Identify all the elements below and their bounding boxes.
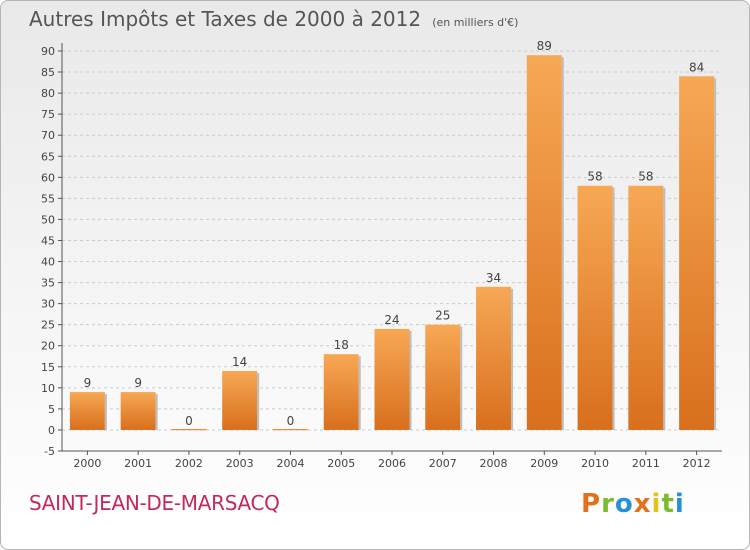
bar-2003 [222,371,258,430]
y-tick-label: 60 [41,171,55,184]
y-tick-label: 5 [48,403,55,416]
bar-shadow [612,187,615,430]
y-tick-label: 75 [41,108,55,121]
bar-2006 [374,328,410,430]
y-tick-label: 65 [41,150,55,163]
y-tick-label: 90 [41,45,55,58]
y-tick-label: 30 [41,298,55,311]
y-tick-label: 70 [41,129,55,142]
bar-shadow [663,187,666,430]
chart-header: Autres Impôts et Taxes de 2000 à 2012 (e… [29,7,518,31]
brand-letter: P [581,489,602,519]
y-tick-label: 20 [41,340,55,353]
x-tick-label-2002: 2002 [175,457,203,470]
bar-2005 [323,354,359,430]
brand-logo: Proxiti [581,489,685,519]
bar-2008 [476,286,512,430]
data-label-2006: 24 [384,313,399,327]
bar-shadow [409,330,412,430]
data-label-2004: 0 [287,414,295,428]
y-tick-label: 50 [41,213,55,226]
x-tick-label-2010: 2010 [581,457,609,470]
x-tick-label-2009: 2009 [530,457,558,470]
y-tick-label: 0 [48,424,55,437]
bar-2000 [69,392,105,430]
bar-2004 [272,428,308,431]
y-tick-label: 15 [41,361,55,374]
brand-letter: r [601,489,615,519]
y-tick-label: 40 [41,256,55,269]
bar-shadow [104,394,107,430]
data-label-2012: 84 [689,60,704,74]
x-tick-label-2008: 2008 [480,457,508,470]
commune-name: SAINT-JEAN-DE-MARSACQ [29,491,280,515]
y-axis-ticks: -5 0 5 10 15 20 25 30 35 40 45 50 55 60 65 70 75 80 85 90 [41,45,62,458]
brand-letter: x [633,489,652,519]
y-tick-label: -5 [44,445,55,458]
data-label-2002: 0 [185,414,193,428]
brand-letter: t [661,489,675,519]
x-tick-label-2001: 2001 [124,457,152,470]
bar-2009 [526,55,562,430]
y-tick-label: 25 [41,319,55,332]
bar-shadow [358,356,361,430]
data-label-2009: 89 [537,39,552,53]
y-tick-label: 85 [41,66,55,79]
data-label-2003: 14 [232,355,247,369]
data-label-2000: 9 [84,376,92,390]
bar-2011 [628,185,664,430]
x-tick-label-2012: 2012 [683,457,711,470]
brand-letter: i [651,489,662,519]
y-tick-label: 45 [41,234,55,247]
x-tick-label-2003: 2003 [226,457,254,470]
x-tick-label-2006: 2006 [378,457,406,470]
x-tick-label-2000: 2000 [73,457,101,470]
bar-2010 [577,185,613,430]
y-tick-label: 80 [41,87,55,100]
bars [69,55,717,431]
data-label-2007: 25 [435,309,450,323]
bar-2001 [120,392,156,430]
y-tick-label: 55 [41,192,55,205]
brand-letter: o [614,489,634,519]
bar-2012 [679,76,715,430]
y-tick-label: 35 [41,277,55,290]
chart-subtitle: (en milliers d'€) [432,16,519,29]
x-tick-label-2005: 2005 [327,457,355,470]
bar-shadow [561,57,564,430]
bar-2007 [425,324,461,430]
data-label-2010: 58 [587,170,602,184]
bar-2002 [171,428,207,431]
axes [61,43,722,452]
bar-shadow [257,373,260,430]
x-tick-label-2004: 2004 [276,457,304,470]
x-tick-label-2007: 2007 [429,457,457,470]
data-labels: 9 9 0 14 0 18 24 25 34 89 58 58 84 [84,39,705,428]
y-tick-label: 10 [41,382,55,395]
data-label-2001: 9 [134,376,142,390]
bar-shadow [155,394,158,430]
brand-letter: i [674,489,685,519]
bar-shadow [714,78,717,430]
chart-title: Autres Impôts et Taxes de 2000 à 2012 [29,7,422,31]
x-axis-ticks: 2000 2001 2002 2003 2004 2005 2006 2007 2008 2009… [73,451,711,470]
bar-shadow [460,326,463,430]
data-label-2008: 34 [486,271,501,285]
data-label-2011: 58 [638,170,653,184]
bar-shadow [511,288,514,430]
x-tick-label-2011: 2011 [632,457,660,470]
data-label-2005: 18 [334,338,349,352]
